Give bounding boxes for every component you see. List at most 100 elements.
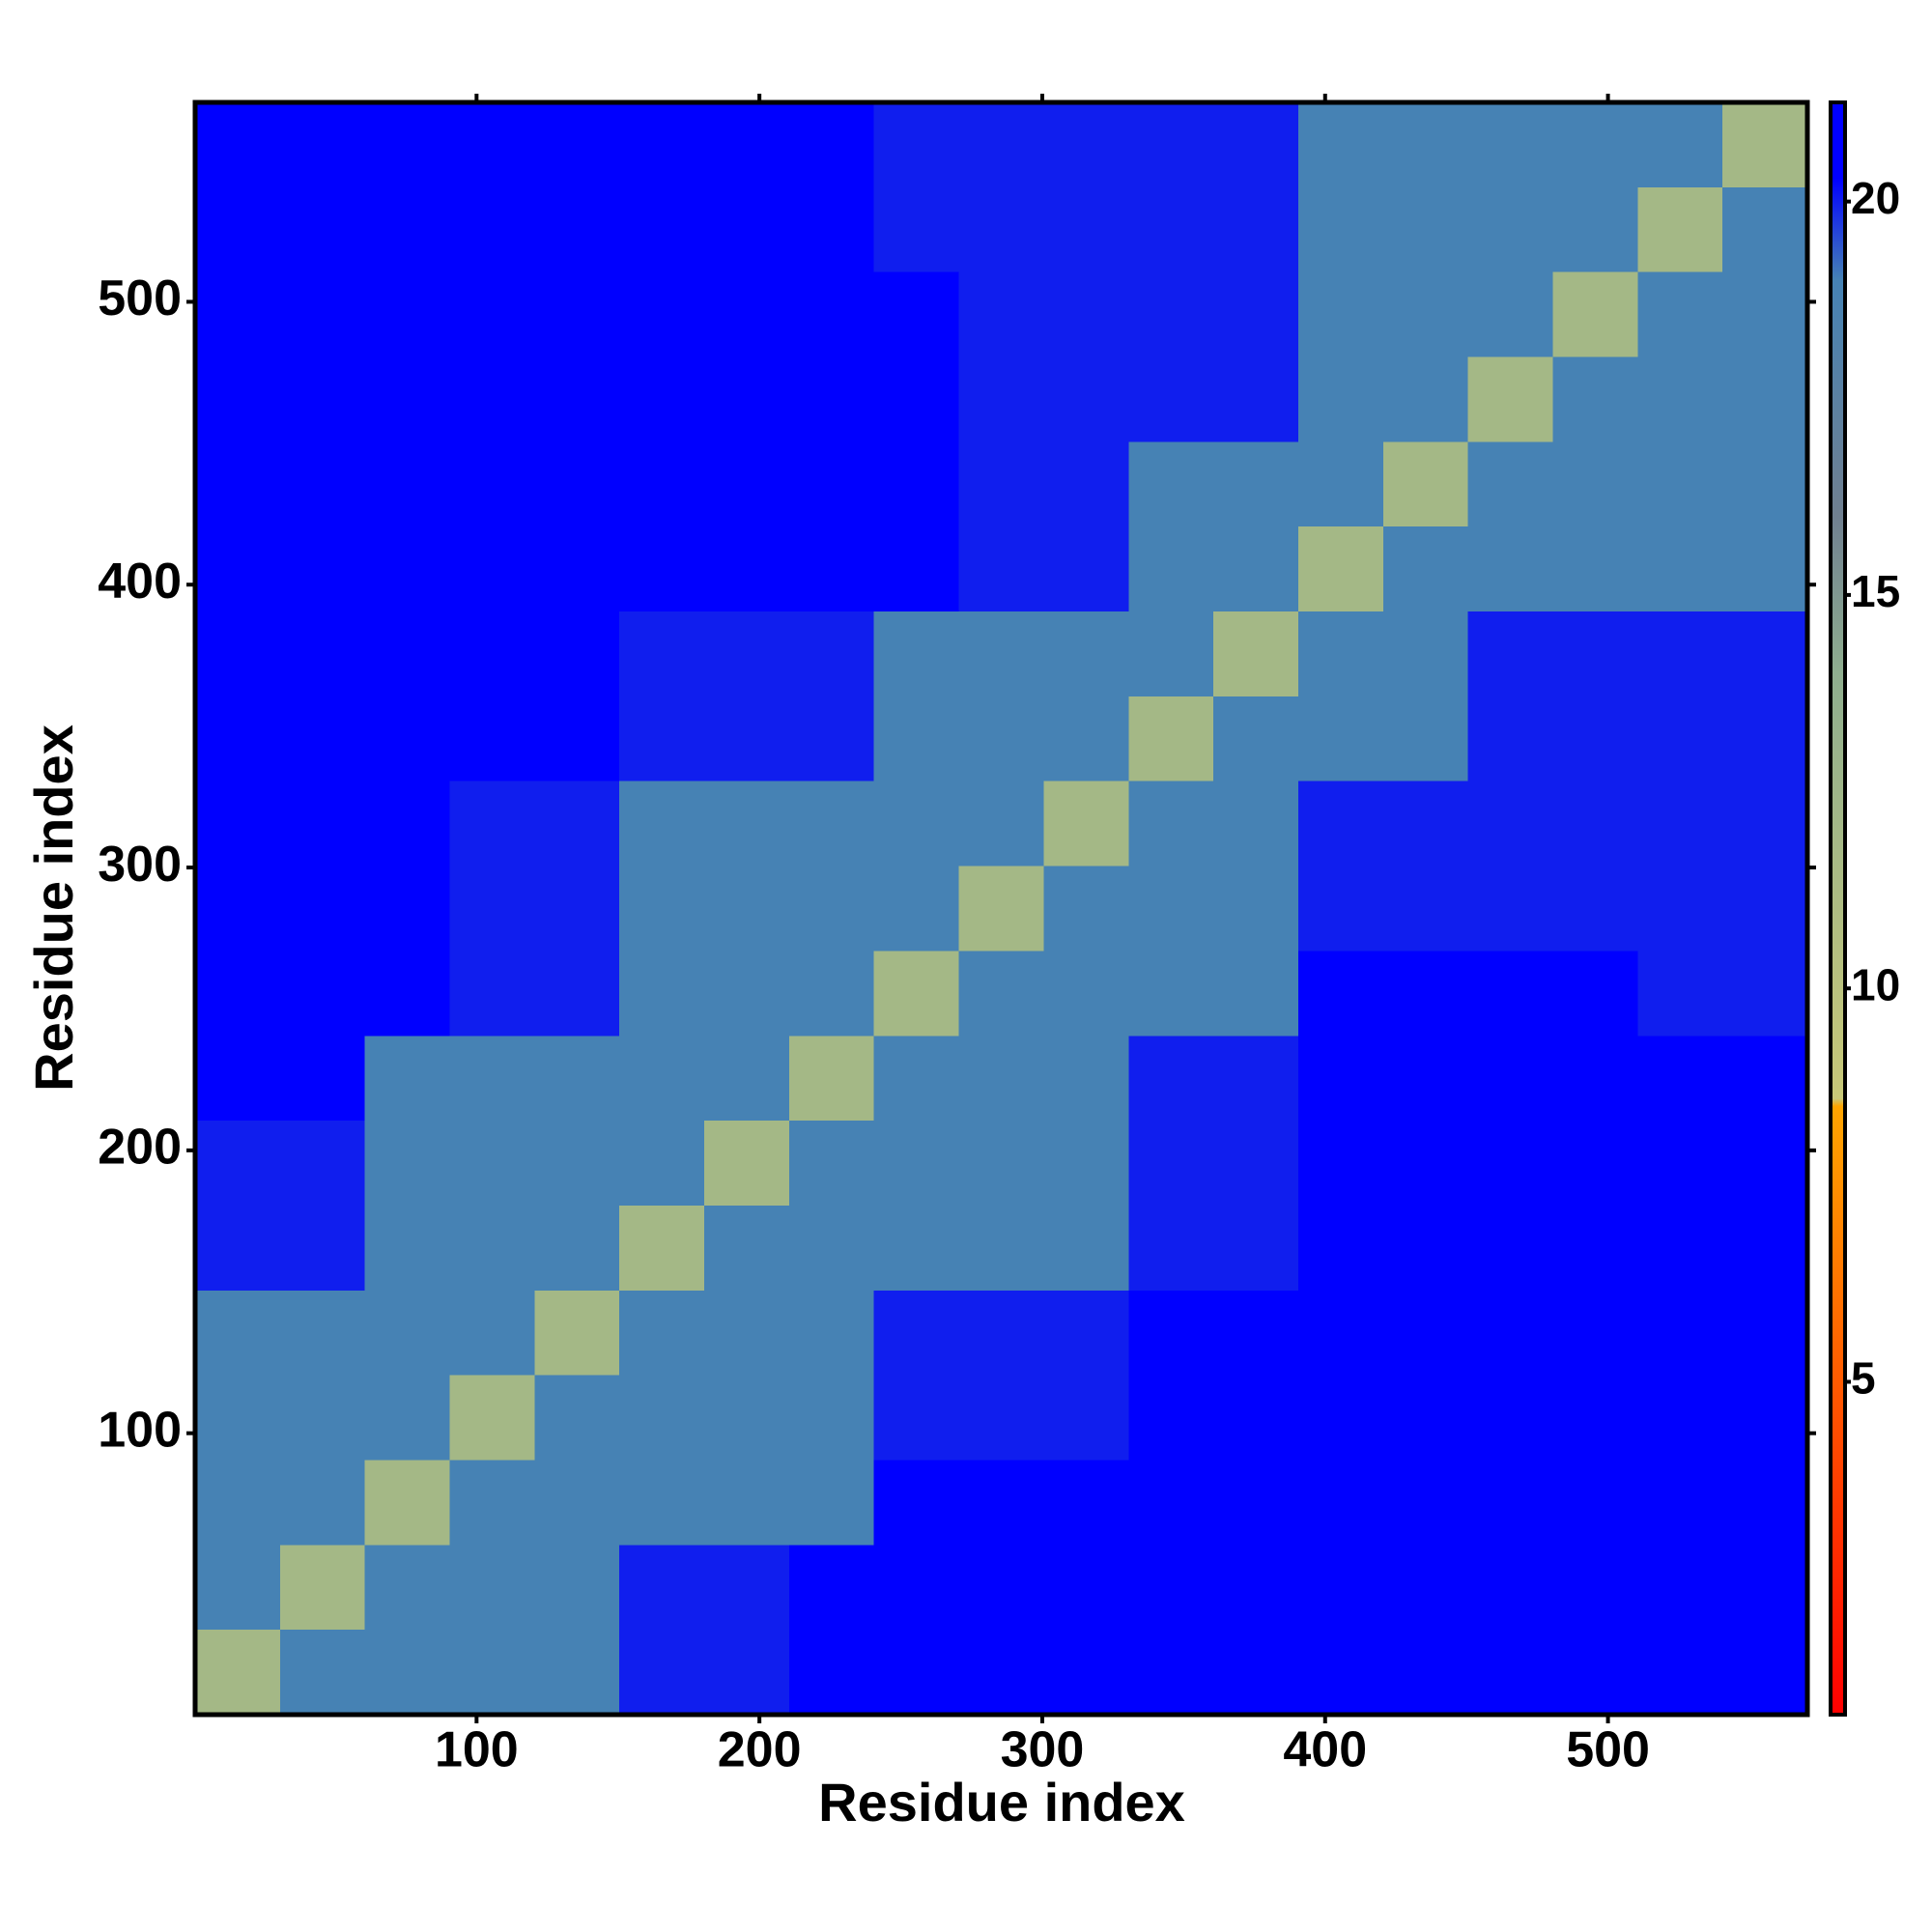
heatmap-cell (704, 441, 789, 527)
heatmap-cell (534, 102, 620, 187)
heatmap-cell (873, 1375, 959, 1461)
heatmap-cell (364, 1036, 450, 1122)
heatmap-cell (1637, 866, 1723, 952)
heatmap-cell (1637, 1630, 1723, 1715)
heatmap-cell (1467, 441, 1553, 527)
heatmap-cell (1552, 951, 1638, 1037)
heatmap-cell (1128, 1375, 1214, 1461)
heatmap-cell (1382, 1375, 1468, 1461)
heatmap-cell (788, 186, 874, 272)
heatmap-cell (1552, 781, 1638, 867)
heatmap-cell (279, 1375, 365, 1461)
heatmap-cell (1297, 102, 1383, 187)
heatmap-cell (534, 611, 620, 696)
heatmap-cell (1128, 1036, 1214, 1122)
heatmap-cell (1382, 866, 1468, 952)
heatmap-cell (1043, 526, 1129, 612)
heatmap-cell (449, 1205, 535, 1291)
heatmap-cell (1722, 1630, 1807, 1715)
heatmap-cell (788, 102, 874, 187)
heatmap-cell (958, 441, 1044, 527)
heatmap-cell (619, 526, 705, 612)
x-tick-label: 400 (1283, 1722, 1367, 1778)
heatmap-cell (1637, 951, 1723, 1037)
heatmap-cell (1128, 271, 1214, 357)
heatmap-cell (1043, 102, 1129, 187)
heatmap-cell (1043, 1545, 1129, 1631)
heatmap-cell (619, 1036, 705, 1122)
heatmap-cell (1637, 781, 1723, 867)
heatmap-cell (449, 696, 535, 781)
heatmap-cell (449, 1460, 535, 1546)
heatmap-cell (1467, 696, 1553, 781)
heatmap-cell (958, 1545, 1044, 1631)
heatmap-cell (704, 696, 789, 781)
heatmap-cell (534, 866, 620, 952)
heatmap-cell (1722, 356, 1807, 442)
heatmap-cell (1043, 1375, 1129, 1461)
heatmap-cell (534, 951, 620, 1037)
heatmap-cell (704, 781, 789, 867)
heatmap-cell (195, 1036, 280, 1122)
heatmap-cell (279, 1205, 365, 1291)
heatmap-cell (195, 1375, 280, 1461)
heatmap-cell (1467, 1121, 1553, 1206)
heatmap-cell (873, 1545, 959, 1631)
heatmap-cell (1213, 866, 1298, 952)
heatmap-cell (449, 866, 535, 952)
heatmap-cell (619, 611, 705, 696)
heatmap-cell (1552, 611, 1638, 696)
heatmap-cell (1637, 526, 1723, 612)
heatmap-cell (1213, 526, 1298, 612)
heatmap-cell (1552, 1036, 1638, 1122)
heatmap-cell (1043, 441, 1129, 527)
heatmap-cell (279, 1545, 365, 1631)
heatmap-cell (534, 1205, 620, 1291)
heatmap-cell (449, 1290, 535, 1376)
heatmap-cell (1297, 1205, 1383, 1291)
heatmap-cell (619, 951, 705, 1037)
heatmap-cell (1043, 1460, 1129, 1546)
heatmap-cell (619, 1290, 705, 1376)
heatmap-cell (1043, 781, 1129, 867)
heatmap-cell (788, 1545, 874, 1631)
heatmap-cell (364, 1460, 450, 1546)
heatmap-cell (449, 611, 535, 696)
heatmap-cell (364, 696, 450, 781)
heatmap-cell (364, 951, 450, 1037)
heatmap-cell (873, 696, 959, 781)
heatmap-cell (1722, 1545, 1807, 1631)
heatmap-cell (1382, 1121, 1468, 1206)
heatmap-cell (619, 1375, 705, 1461)
plot-frame (192, 99, 1810, 1718)
heatmap-cell (1382, 1205, 1468, 1291)
heatmap-cell (1637, 356, 1723, 442)
heatmap-cell (873, 1630, 959, 1715)
heatmap-cell (1382, 611, 1468, 696)
heatmap-cell (195, 271, 280, 357)
heatmap-cell (1213, 611, 1298, 696)
heatmap-cell (1467, 1375, 1553, 1461)
heatmap-cell (279, 1036, 365, 1122)
heatmap-cell (195, 526, 280, 612)
heatmap-cell (1297, 1121, 1383, 1206)
heatmap-cell (1637, 1205, 1723, 1291)
heatmap-cell (1382, 696, 1468, 781)
heatmap-cell (364, 781, 450, 867)
heatmap-cell (1637, 1375, 1723, 1461)
heatmap-cell (958, 271, 1044, 357)
heatmap-cell (1552, 1460, 1638, 1546)
heatmap-cell (1722, 1460, 1807, 1546)
heatmap-cell (704, 1121, 789, 1206)
heatmap-cell (1043, 696, 1129, 781)
heatmap-cell (1297, 1460, 1383, 1546)
heatmap-cell (1213, 356, 1298, 442)
heatmap-cell (1637, 1121, 1723, 1206)
heatmap-cell (449, 102, 535, 187)
heatmap-cell (1637, 441, 1723, 527)
heatmap-cell (1382, 441, 1468, 527)
heatmap-cell (1467, 271, 1553, 357)
heatmap-cell (873, 1290, 959, 1376)
heatmap-cell (1043, 1121, 1129, 1206)
heatmap-cell (195, 951, 280, 1037)
